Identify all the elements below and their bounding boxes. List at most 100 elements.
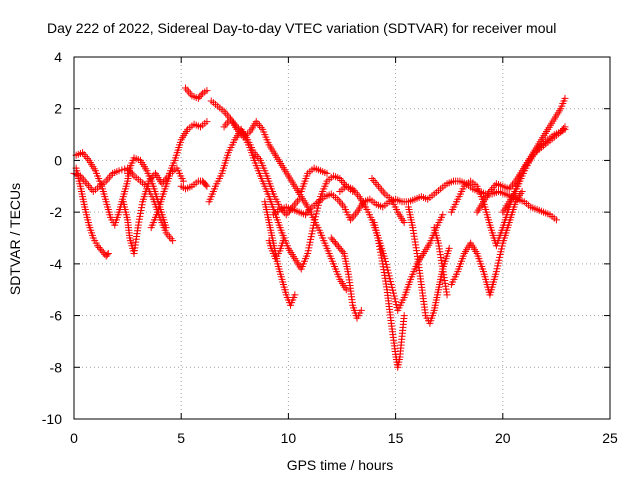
data-point xyxy=(183,86,191,94)
y-tick-label: 2 xyxy=(54,101,62,117)
data-point xyxy=(105,173,113,181)
data-point xyxy=(80,151,88,159)
data-point xyxy=(194,94,202,102)
data-point xyxy=(138,201,146,209)
data-point xyxy=(291,291,299,299)
data-point xyxy=(390,292,398,300)
data-point xyxy=(368,175,376,183)
data-point xyxy=(507,183,515,191)
data-point xyxy=(384,266,392,274)
series-arc-3 xyxy=(72,149,134,229)
data-point xyxy=(379,188,387,196)
x-tick-label: 15 xyxy=(388,430,404,446)
data-point xyxy=(443,291,451,299)
data-point xyxy=(135,215,143,223)
data-point xyxy=(493,265,501,273)
data-point xyxy=(445,244,453,252)
data-point xyxy=(203,182,211,190)
data-point xyxy=(95,243,103,251)
data-point xyxy=(489,184,497,192)
data-point xyxy=(339,248,347,256)
y-tick-label: -10 xyxy=(42,411,62,427)
data-point xyxy=(96,245,104,253)
data-point xyxy=(185,88,193,96)
series-arc-8 xyxy=(181,84,211,102)
x-tick-label: 25 xyxy=(602,430,618,446)
data-point xyxy=(136,209,144,217)
data-point xyxy=(373,180,381,188)
data-point xyxy=(387,278,395,286)
data-point xyxy=(376,245,384,253)
data-point xyxy=(376,184,384,192)
data-point xyxy=(333,241,341,249)
series-arc-20 xyxy=(404,203,453,327)
data-point xyxy=(137,207,145,215)
data-point xyxy=(335,197,343,205)
data-point xyxy=(81,178,89,186)
data-point xyxy=(370,176,378,184)
data-point xyxy=(314,204,322,212)
data-point xyxy=(378,186,386,194)
data-point xyxy=(330,237,338,245)
data-point xyxy=(223,111,231,119)
data-point xyxy=(337,199,345,207)
data-point xyxy=(329,236,337,244)
data-point xyxy=(376,242,384,250)
chart-title: Day 222 of 2022, Sidereal Day-to-day VTE… xyxy=(47,20,556,36)
data-point xyxy=(439,211,447,219)
series-arc-25 xyxy=(499,125,569,216)
x-tick-label: 20 xyxy=(495,430,511,446)
data-point xyxy=(83,180,91,188)
data-point xyxy=(103,251,111,259)
data-point xyxy=(518,187,526,195)
series-arc-19 xyxy=(370,218,408,371)
data-point xyxy=(165,233,173,241)
grid-layer xyxy=(74,57,610,419)
data-point xyxy=(561,94,569,102)
data-point xyxy=(84,182,92,190)
data-point xyxy=(492,268,500,276)
data-point xyxy=(303,209,311,217)
data-point xyxy=(494,259,502,267)
data-point xyxy=(350,212,358,220)
data-point xyxy=(508,181,516,189)
x-tick-label: 5 xyxy=(177,430,185,446)
data-point xyxy=(162,224,170,232)
series-arc-2 xyxy=(72,164,112,260)
data-point xyxy=(118,166,126,174)
series-arc-11 xyxy=(220,115,350,294)
data-point xyxy=(334,243,342,251)
data-point xyxy=(292,199,300,207)
y-tick-label: -8 xyxy=(50,359,63,375)
data-point xyxy=(323,169,331,177)
data-point xyxy=(392,298,400,306)
data-point xyxy=(339,178,347,186)
series-arc-6 xyxy=(147,164,187,232)
data-point xyxy=(181,84,189,92)
axis-ticks-layer: 0 5 10 15 20 25 -10 -8 -6 -4 -2 0 2 4 xyxy=(42,49,618,446)
y-tick-label: 0 xyxy=(54,152,62,168)
data-point xyxy=(222,121,230,129)
data-point xyxy=(138,204,146,212)
data-point xyxy=(496,251,504,259)
data-point xyxy=(104,250,112,258)
data-point xyxy=(222,109,230,117)
x-axis-label: GPS time / hours xyxy=(287,457,394,473)
data-point xyxy=(312,210,320,218)
data-point xyxy=(134,221,142,229)
data-point xyxy=(342,286,350,294)
data-point xyxy=(387,281,395,289)
data-point xyxy=(203,118,211,126)
data-point xyxy=(136,212,144,220)
x-tick-label: 0 xyxy=(70,430,78,446)
data-point xyxy=(378,257,386,265)
series-arc-22 xyxy=(447,187,526,299)
data-point xyxy=(115,167,123,175)
data-point xyxy=(375,239,383,247)
data-point xyxy=(121,165,129,173)
series-arc-7 xyxy=(177,177,211,193)
data-point xyxy=(496,253,504,261)
series-arc-21 xyxy=(430,224,451,299)
data-point xyxy=(497,248,505,256)
